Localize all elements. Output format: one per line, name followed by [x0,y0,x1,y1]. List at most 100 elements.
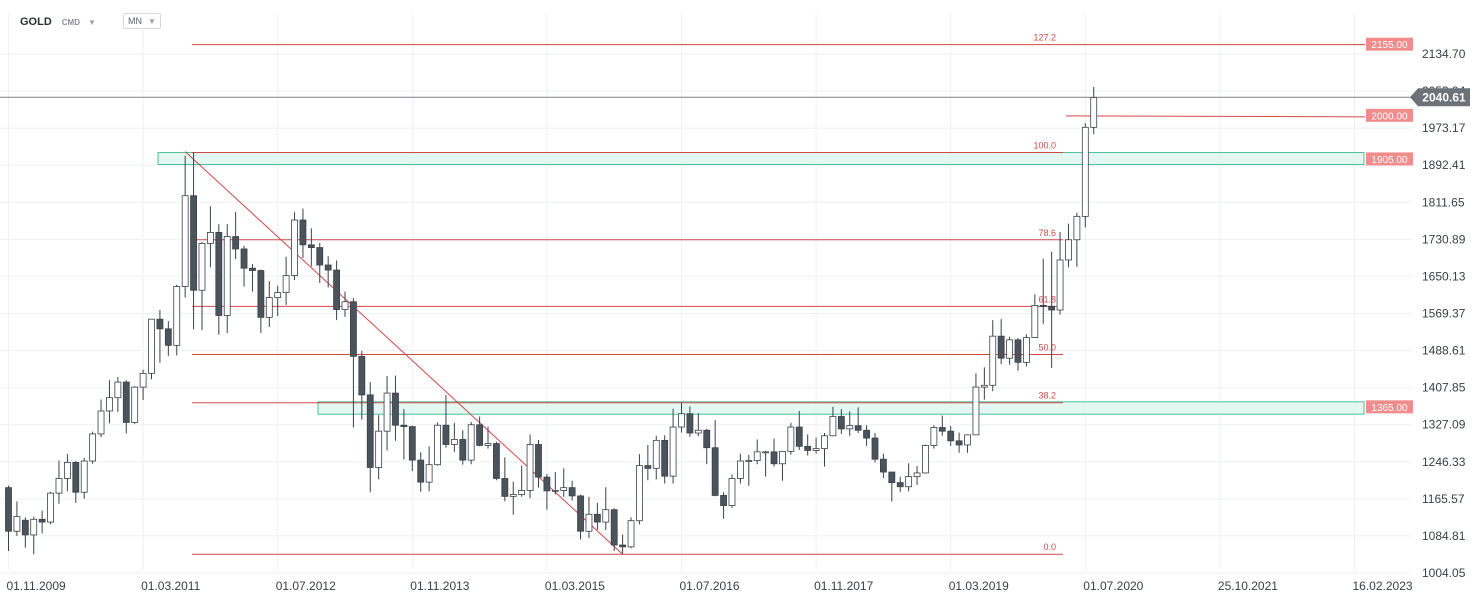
candle-bull [669,426,677,477]
x-tick-label: 01.07.2020 [1083,579,1143,593]
candle-bull [762,451,770,454]
y-tick-label: 1569.37 [1422,307,1466,321]
candle-bear [871,437,879,460]
price-tag-label: 2155.00 [1371,40,1408,51]
trendline [184,151,623,555]
candle-bear [854,425,862,431]
candle-bear [501,478,509,497]
candle-bull [829,416,837,437]
candle-bull [636,465,643,522]
candle-bull [114,381,122,399]
candle-bear [644,465,652,469]
x-tick-label: 01.07.2016 [680,579,740,593]
candle-bull [1023,337,1030,363]
level-line [1065,115,1366,118]
candle-bull [13,516,21,532]
candle-bear [299,219,307,246]
candle-bull [223,236,231,316]
candle-bull [627,520,635,548]
axes: 2134.702053.941973.171892.411811.651730.… [7,47,1466,593]
candle-bear [215,232,223,316]
interval-selector[interactable]: MN ▼ [123,13,161,29]
price-tag-box [1366,400,1413,414]
y-tick-label: 1730.89 [1422,232,1466,246]
candle-bull [63,461,71,479]
candle-bear [316,247,324,266]
candle-bear [535,444,542,478]
candle-bull [375,430,383,468]
candle-bear [804,445,812,451]
candle-bull [728,478,736,506]
price-tag-box [1366,108,1413,122]
candle-bear [190,195,197,291]
candle-bear [888,471,896,483]
candle-bear [122,381,130,423]
y-tick-label: 2134.70 [1422,47,1466,61]
candle-bull [89,433,97,462]
price-tag-box [1366,37,1413,51]
y-tick-label: 1084.81 [1422,529,1466,543]
candle-bear [863,429,870,439]
candle-bull [450,439,458,445]
candle-bear [156,318,164,330]
candle-bear [442,424,450,445]
y-tick-label: 1246.33 [1422,455,1466,469]
candle-bull [560,487,568,491]
candle-bear [938,427,946,432]
x-tick-label: 01.07.2012 [276,579,336,593]
price-tag-label: 2000.00 [1371,111,1408,122]
candle-bear [720,495,727,506]
instrument-header: GOLD CMD ▼ MN ▼ [12,10,161,34]
candle-bear [896,482,904,488]
candle-bull [585,513,593,532]
candle-bull [1006,339,1013,359]
candle-bear [257,270,265,318]
chevron-down-icon[interactable]: ▼ [88,17,96,27]
candle-bull [139,372,147,388]
fib-label: 0.0 [1043,542,1056,552]
candle-bull [930,427,938,446]
candle-bull [425,464,433,483]
candle-bull [383,392,391,432]
candle-bull [173,286,181,346]
grid [0,14,1412,574]
exchange-label: CMD [61,17,80,27]
x-tick-label: 01.11.2013 [410,579,469,593]
x-tick-label: 16.02.2023 [1353,579,1413,593]
x-tick-label: 01.11.2009 [7,579,66,593]
candle-bull [821,435,828,450]
candle-bear [593,513,601,523]
candle-bear [1048,305,1056,311]
candle-bull [47,492,54,523]
candle-bull [131,386,139,423]
candle-bull [922,445,929,474]
chevron-down-icon: ▼ [148,16,156,26]
candle-bear [795,426,803,447]
candle-bull [846,425,854,430]
fib-label: 78.6 [1038,228,1056,238]
candle-bear [880,458,887,473]
candle-bull [1073,215,1081,241]
candle-bull [282,275,290,293]
candle-bear [543,476,551,492]
candle-bull [206,232,214,244]
candle-bull [1090,97,1098,128]
y-tick-label: 1004.05 [1422,566,1466,580]
candle-bull [30,518,38,536]
y-tick-label: 1165.57 [1422,492,1465,506]
candle-bull [434,424,441,466]
candle-bear [476,424,484,446]
y-tick-label: 1488.61 [1422,344,1466,358]
candle-bear [5,487,12,532]
candle-bull [602,509,610,523]
candle-bull [787,426,795,452]
candle-bear [400,424,408,427]
price-tag-box [1366,152,1413,166]
candle-bull [972,386,980,436]
trendline-segment [184,151,623,555]
y-tick-label: 1811.65 [1422,195,1465,209]
candle-bear [358,355,366,396]
x-tick-label: 25.10.2021 [1218,579,1278,593]
